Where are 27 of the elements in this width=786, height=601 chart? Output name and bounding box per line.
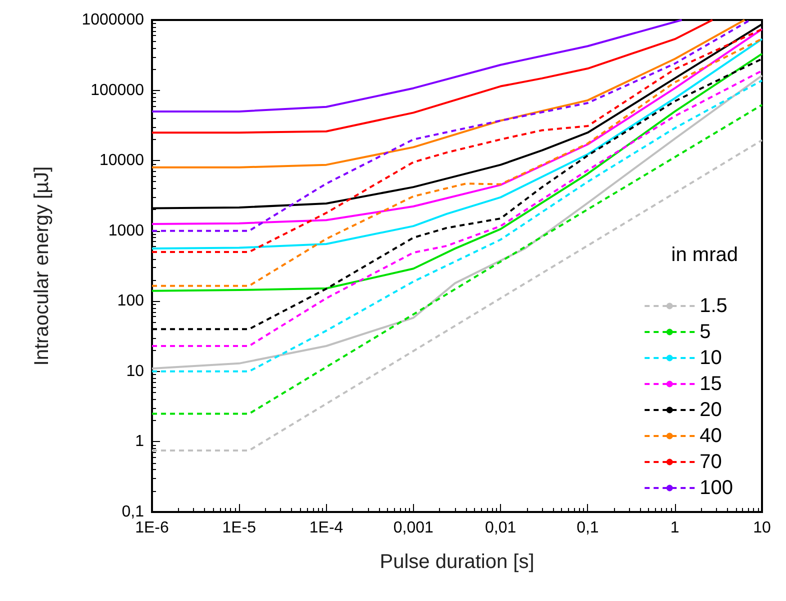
- legend-label: 1.5: [700, 295, 728, 317]
- y-tick-label: 10: [126, 362, 144, 380]
- x-axis-title: Pulse duration [s]: [380, 551, 534, 573]
- x-tick-label: 1E-6: [135, 520, 169, 536]
- x-tick-label: 0,1: [576, 520, 599, 536]
- y-tick-label: 100: [117, 292, 144, 310]
- legend-title: in mrad: [671, 244, 738, 266]
- y-tick-label: 1: [135, 433, 144, 450]
- legend-label: 100: [700, 477, 734, 499]
- legend-label: 40: [700, 425, 722, 447]
- y-axis-title: Intraocular energy [µJ]: [31, 166, 53, 366]
- x-tick-label: 1E-4: [309, 520, 344, 536]
- x-tick-label: 1: [670, 520, 680, 536]
- x-tick-label: 10: [753, 520, 771, 536]
- legend-label: 70: [700, 451, 722, 473]
- x-tick-label: 1E-5: [222, 520, 256, 536]
- legend-label: 20: [700, 399, 722, 421]
- y-tick-label: 0,1: [122, 504, 144, 520]
- x-tick-label: 0,01: [485, 520, 516, 536]
- y-tick-label: 100000: [90, 82, 144, 99]
- legend-label: 5: [700, 321, 711, 343]
- y-tick-label: 1000: [108, 222, 144, 240]
- legend-label: 10: [700, 347, 722, 369]
- y-tick-label: 10000: [100, 152, 144, 170]
- x-tick-label: 0,001: [393, 520, 434, 536]
- y-tick-label: 1000000: [82, 12, 144, 28]
- legend-label: 15: [700, 373, 722, 395]
